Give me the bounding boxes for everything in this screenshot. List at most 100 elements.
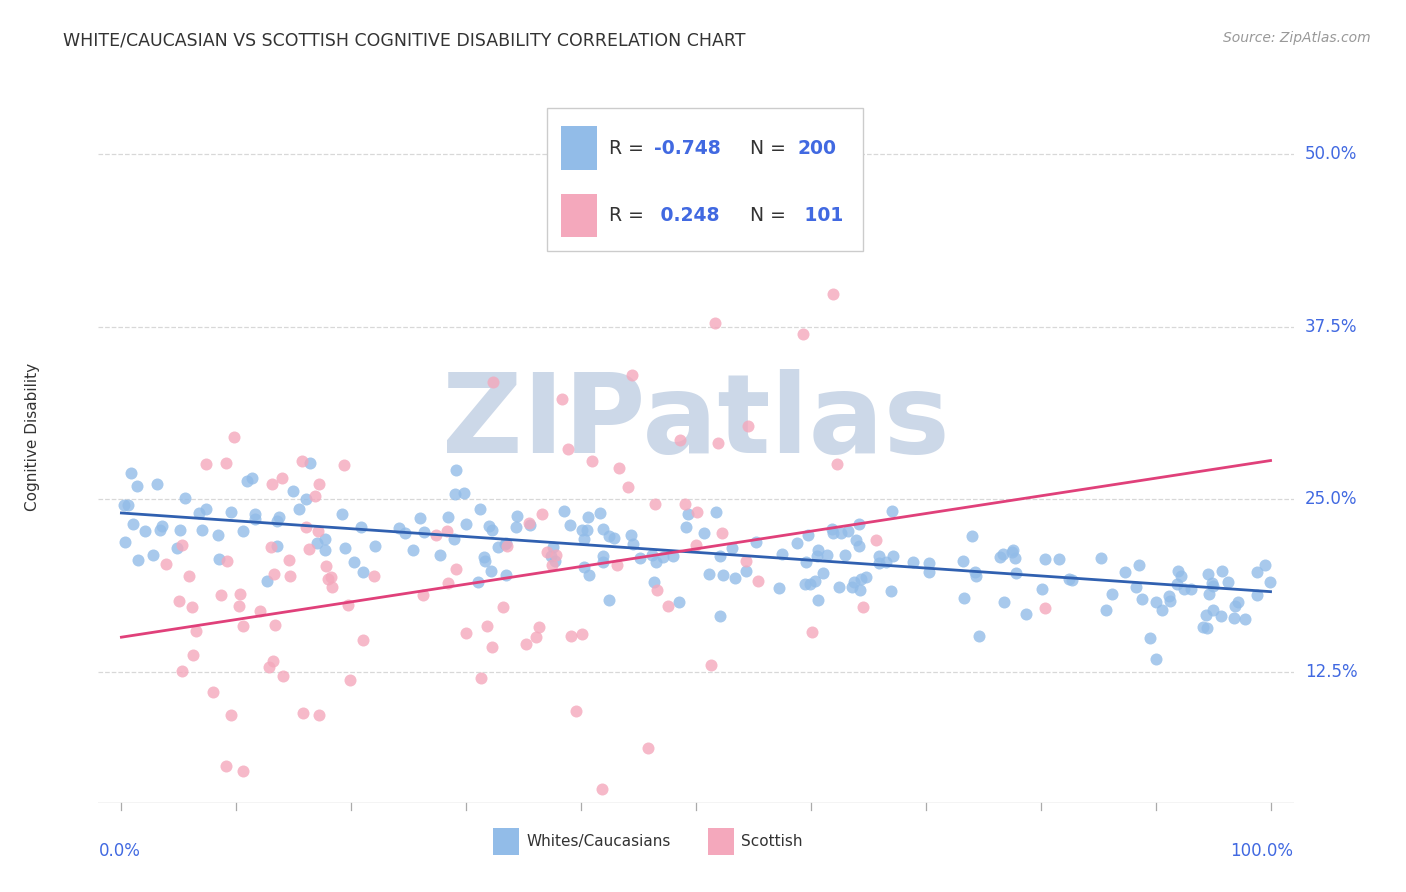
- Point: [1246, 565, 1268, 579]
- Point: [228, 599, 250, 613]
- Point: [443, 486, 465, 500]
- Point: [1195, 622, 1218, 636]
- Point: [339, 673, 361, 688]
- Point: [181, 648, 204, 663]
- Point: [209, 588, 232, 602]
- Point: [122, 516, 145, 531]
- Point: [352, 632, 374, 647]
- Point: [350, 520, 373, 534]
- Point: [651, 550, 673, 565]
- Point: [834, 548, 856, 562]
- Point: [1059, 572, 1081, 586]
- Point: [343, 555, 366, 569]
- Point: [527, 620, 550, 634]
- Point: [676, 507, 699, 521]
- Point: [352, 565, 374, 579]
- Point: [952, 554, 974, 568]
- Point: [1201, 575, 1223, 590]
- Point: [260, 540, 283, 554]
- Point: [770, 547, 793, 561]
- Point: [215, 456, 238, 470]
- Point: [219, 505, 242, 519]
- Point: [120, 466, 142, 480]
- Point: [657, 599, 679, 614]
- Point: [321, 570, 343, 584]
- Point: [848, 517, 870, 532]
- Point: [1202, 580, 1225, 594]
- Point: [703, 316, 725, 330]
- Point: [1234, 612, 1257, 626]
- Point: [700, 657, 723, 672]
- Point: [215, 553, 238, 567]
- Point: [591, 782, 613, 797]
- Point: [709, 608, 731, 623]
- Point: [592, 549, 614, 563]
- Point: [477, 519, 499, 533]
- Point: [495, 536, 517, 550]
- Point: [425, 528, 447, 542]
- Text: 0.0%: 0.0%: [98, 842, 141, 860]
- Point: [481, 640, 503, 654]
- Point: [388, 521, 411, 535]
- Point: [821, 522, 844, 536]
- Point: [336, 598, 359, 612]
- Point: [598, 529, 620, 543]
- Point: [882, 504, 904, 518]
- FancyBboxPatch shape: [709, 828, 734, 855]
- Point: [295, 492, 318, 507]
- Text: Whites/Caucasians: Whites/Caucasians: [526, 834, 671, 849]
- Point: [315, 558, 337, 573]
- Point: [173, 491, 195, 505]
- Point: [127, 553, 149, 567]
- Point: [308, 476, 330, 491]
- Point: [621, 368, 644, 382]
- Point: [540, 549, 562, 564]
- Point: [560, 629, 582, 643]
- Point: [304, 489, 326, 503]
- Point: [603, 532, 626, 546]
- Point: [589, 506, 612, 520]
- Point: [1198, 567, 1220, 582]
- Point: [918, 566, 941, 580]
- Point: [571, 524, 593, 538]
- Point: [794, 576, 817, 591]
- Point: [803, 574, 825, 588]
- Point: [1139, 631, 1161, 645]
- Point: [494, 536, 516, 550]
- Point: [1001, 545, 1024, 559]
- Point: [724, 571, 747, 585]
- Point: [685, 538, 707, 552]
- Point: [492, 600, 515, 615]
- Point: [294, 520, 316, 534]
- Point: [181, 599, 204, 614]
- Point: [472, 550, 495, 565]
- Point: [813, 566, 835, 580]
- Point: [177, 568, 200, 582]
- Point: [364, 539, 387, 553]
- Point: [308, 707, 330, 722]
- Point: [572, 533, 595, 547]
- Point: [167, 594, 190, 608]
- Point: [592, 522, 614, 536]
- Text: Scottish: Scottish: [741, 834, 803, 849]
- Point: [918, 556, 941, 570]
- Point: [704, 505, 727, 519]
- FancyBboxPatch shape: [494, 828, 519, 855]
- Point: [737, 418, 759, 433]
- Point: [557, 442, 579, 456]
- Text: WHITE/CAUCASIAN VS SCOTTISH COGNITIVE DISABILITY CORRELATION CHART: WHITE/CAUCASIAN VS SCOTTISH COGNITIVE DI…: [63, 31, 745, 49]
- Text: N =: N =: [749, 138, 792, 158]
- Point: [291, 706, 314, 721]
- Point: [436, 524, 458, 538]
- Point: [1031, 582, 1053, 596]
- Point: [467, 574, 489, 589]
- Point: [429, 548, 451, 562]
- Point: [519, 516, 541, 530]
- Point: [849, 583, 872, 598]
- Point: [640, 548, 662, 562]
- Text: 12.5%: 12.5%: [1305, 663, 1357, 681]
- Text: ZIPatlas: ZIPatlas: [441, 369, 950, 476]
- Text: 200: 200: [797, 138, 837, 158]
- Point: [1014, 607, 1036, 621]
- Point: [530, 507, 553, 521]
